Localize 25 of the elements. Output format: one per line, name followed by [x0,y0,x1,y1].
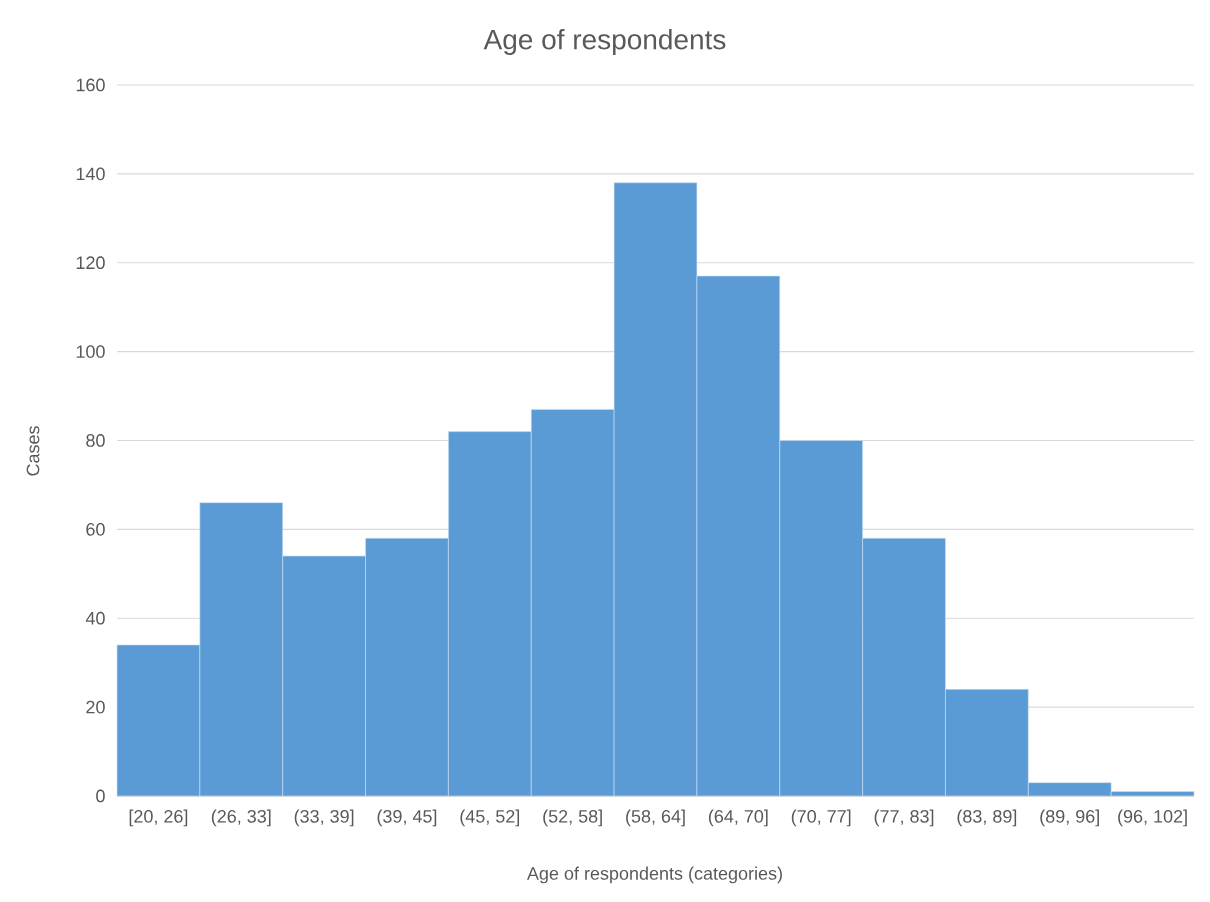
x-tick-label: (52, 58] [543,809,602,827]
chart-title: Age of respondents [483,28,726,56]
x-tick-label: (89, 96] [1040,809,1099,827]
x-tick-label: (39, 45] [377,809,437,827]
y-axis-title: Cases [26,426,40,476]
y-tick-label: 80 [86,434,105,447]
x-tick-label: (45, 52] [460,809,520,827]
y-tick-label: 40 [85,611,105,625]
y-tick-label: 20 [86,700,105,714]
x-tick-label: [20, 26] [129,809,188,827]
y-tick-label: 160 [76,78,105,92]
x-tick-label: (26, 33] [211,809,271,827]
x-tick-label: (70, 77] [791,809,851,827]
y-tick-label: 100 [76,345,105,358]
y-tick-label: 120 [76,256,105,270]
y-tick-label: 140 [76,167,105,181]
x-tick-label: (83, 89] [957,809,1017,827]
y-tick-label: 60 [86,522,105,536]
x-tick-label: (33, 39] [294,809,354,827]
x-axis-title: Age of respondents (categories) [526,866,782,884]
y-tick-label: 0 [96,789,105,803]
x-tick-label: (96, 102] [1118,809,1187,827]
x-tick-label: (77, 83] [874,809,934,827]
x-tick-label: (58, 64] [626,809,685,827]
x-tick-label: (64, 70] [708,809,768,827]
